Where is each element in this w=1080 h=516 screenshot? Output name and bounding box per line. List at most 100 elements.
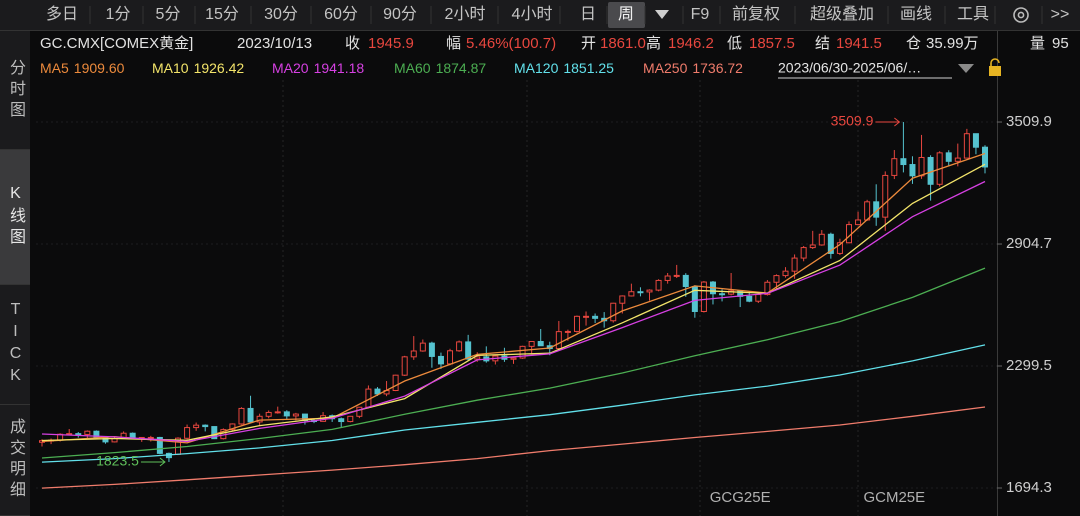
side-tab[interactable]: 成交明细	[0, 405, 30, 516]
high-annotation-arrowhead	[894, 117, 901, 127]
toolbar-button[interactable]: >>	[1051, 6, 1070, 23]
toolbar-button[interactable]: 日	[580, 6, 596, 23]
selected-button-bg	[608, 2, 645, 28]
candle-body	[75, 433, 82, 436]
candle-body	[519, 345, 526, 359]
toolbar-button[interactable]: 多日	[46, 5, 78, 23]
candle-body	[247, 407, 254, 423]
candle-body	[211, 426, 218, 440]
candle-body	[283, 411, 290, 417]
range-dropdown[interactable]	[958, 64, 974, 73]
legend-name: MA5	[40, 60, 69, 76]
candle-body	[184, 427, 191, 439]
legend-entry: MA60 1874.87	[394, 60, 486, 76]
toolbar-button[interactable]: 超级叠加	[810, 5, 874, 23]
quote-label: 量	[1030, 35, 1045, 52]
candle-body	[673, 274, 680, 277]
candle-body	[900, 158, 907, 166]
candle-body	[818, 233, 825, 246]
candle-body	[537, 341, 544, 347]
candle-body	[474, 356, 481, 360]
quote-value: 1946.2	[668, 35, 714, 52]
candle-body	[682, 274, 689, 287]
quote-label: 收	[345, 35, 360, 52]
toolbar-button[interactable]: 工具	[957, 6, 989, 23]
toolbar-button[interactable]: 90分	[383, 5, 417, 23]
candle-body	[456, 341, 463, 352]
candle-body	[764, 281, 771, 296]
candle-body	[610, 302, 617, 322]
legend-value: 1851.25	[563, 60, 614, 76]
ma-line	[41, 344, 986, 463]
candle-body	[555, 331, 562, 350]
toolbar	[0, 0, 1080, 30]
ma-line	[41, 163, 986, 442]
toolbar-button[interactable]: 画线	[900, 5, 932, 23]
quote-label: 结	[815, 35, 830, 52]
symbol: GC.CMX[COMEX黄金]	[40, 35, 193, 52]
side-tab[interactable]: TICK	[0, 285, 30, 405]
legend-entry: MA250 1736.72	[643, 60, 743, 76]
quote-label: 开	[581, 35, 596, 52]
candle-body	[664, 275, 671, 281]
low-annotation-arrowhead	[159, 457, 166, 467]
candle-body	[891, 158, 898, 176]
quote-label: 低	[727, 35, 742, 52]
candle-body	[827, 233, 834, 254]
candle-body	[410, 350, 417, 358]
toolbar-button[interactable]: 15分	[205, 5, 239, 23]
side-tab[interactable]: 分时图	[0, 31, 30, 150]
ma-line	[41, 180, 986, 443]
legend-value: 1736.72	[692, 60, 743, 76]
legend-name: MA20	[272, 60, 309, 76]
range-selector[interactable]: 2023/06/30-2025/06/…	[778, 60, 921, 76]
side-tab[interactable]: K线图	[0, 150, 30, 285]
toolbar-button[interactable]: 1分	[106, 5, 131, 23]
candle-body	[437, 355, 444, 365]
candle-body	[809, 244, 816, 249]
legend-value: 1909.60	[74, 60, 125, 76]
legend-entry: MA20 1941.18	[272, 60, 364, 76]
toolbar-button[interactable]: 前复权	[732, 5, 780, 23]
candle-body	[592, 315, 599, 319]
candle-body	[356, 406, 363, 417]
toolbar-button[interactable]: F9	[691, 6, 710, 23]
legend-entry: MA10 1926.42	[152, 60, 244, 76]
quote-date: 2023/10/13	[237, 35, 312, 52]
candle-body	[954, 157, 961, 162]
toolbar-button[interactable]: 2小时	[445, 5, 486, 23]
quote-value: 5.46%(100.7)	[466, 35, 556, 52]
x-tick-label: GCM25E	[863, 489, 925, 506]
candle-body	[972, 133, 979, 148]
candle-body	[229, 423, 236, 431]
toolbar-button[interactable]: 4小时	[512, 5, 553, 23]
ma-line	[41, 267, 986, 459]
candle-body	[428, 342, 435, 357]
toolbar-button[interactable]: 周	[618, 6, 634, 23]
candle-body	[573, 315, 580, 332]
legend-value: 1926.42	[194, 60, 245, 76]
toolbar-button[interactable]: 5分	[156, 5, 181, 23]
candle-body	[982, 146, 988, 168]
lock-icon[interactable]	[989, 58, 1001, 76]
candle-body	[347, 415, 354, 423]
candle-body	[447, 350, 454, 365]
y-tick-label: 2904.7	[1006, 235, 1052, 252]
legend-entry: MA120 1851.25	[514, 60, 614, 76]
candle-body	[746, 295, 753, 302]
vertical-separators	[282, 80, 859, 516]
settings-icon[interactable]	[1013, 7, 1029, 23]
candle-body	[528, 341, 535, 347]
quote-value: 95	[1052, 35, 1069, 52]
candle-body	[836, 242, 843, 254]
candle-body	[909, 164, 916, 177]
toolbar-button[interactable]: 30分	[264, 5, 298, 23]
candle-body	[637, 291, 644, 294]
dropdown-arrow[interactable]	[655, 10, 669, 19]
candle-body	[791, 257, 798, 272]
toolbar-button[interactable]: 60分	[324, 5, 358, 23]
candle-body	[882, 174, 889, 218]
y-tick-label: 3509.9	[1006, 113, 1052, 130]
candle-body	[374, 388, 381, 395]
